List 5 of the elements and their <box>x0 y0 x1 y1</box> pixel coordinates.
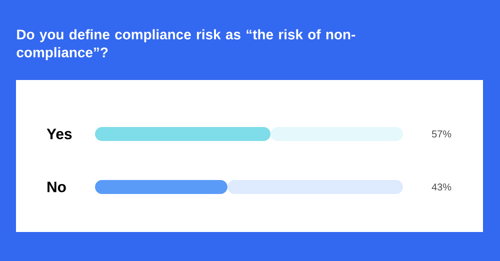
y-tick-label: No <box>48 182 66 192</box>
chart-title: Do you define compliance risk as “the risk of non-compliance”? <box>16 29 356 60</box>
data-label: 57% <box>432 130 452 138</box>
y-tick-label: Yes <box>46 128 72 140</box>
data-label: 43% <box>432 183 452 191</box>
